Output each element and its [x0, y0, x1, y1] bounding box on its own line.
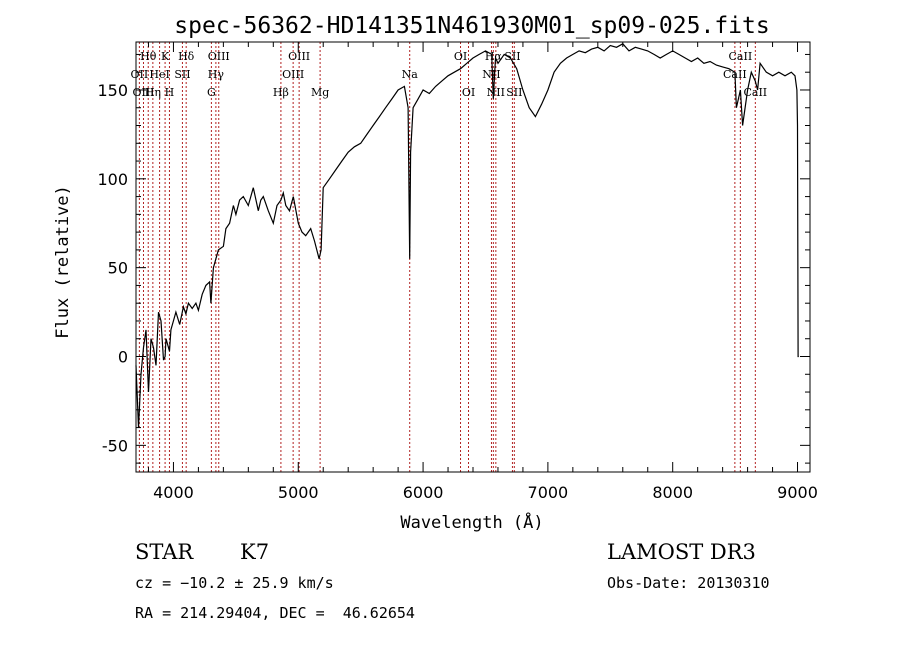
- spectral-line-label: SII: [174, 68, 190, 81]
- y-tick-label: -50: [102, 436, 128, 455]
- y-tick-label: 150: [97, 81, 128, 100]
- x-tick-label: 9000: [777, 483, 818, 502]
- spectral-line-label: CaII: [743, 86, 767, 99]
- spectral-line-label: OI: [454, 50, 467, 63]
- chart-title: spec-56362-HD141351N461930M01_sp09-025.f…: [174, 13, 769, 39]
- object-class: STAR: [135, 540, 194, 564]
- spectral-line-label: K: [161, 50, 170, 63]
- y-tick-label: 50: [108, 259, 128, 278]
- spectral-line-label: CaII: [729, 50, 753, 63]
- x-axis-label: Wavelength (Å): [400, 511, 543, 533]
- redshift-velocity: cz = −10.2 ± 25.9 km/s: [135, 574, 334, 592]
- spectral-line-label: OIII: [208, 50, 230, 63]
- spectral-line-labels: Hθ OII OIII K H HeI Hη Hδ SII OIII Hγ G Hβ OIII OIII Mg…: [131, 50, 768, 99]
- spectral-line-label: Mg: [311, 86, 329, 99]
- spectral-line-label: OIII: [132, 86, 154, 99]
- x-tick-label: 5000: [278, 483, 319, 502]
- spectral-line-label: OIII: [282, 68, 304, 81]
- x-tick-label: 8000: [652, 483, 693, 502]
- spectral-line-label: HeI: [149, 68, 169, 81]
- y-axis-ticks: -50 0 50 100 150: [97, 53, 810, 464]
- x-axis-ticks: 4000 5000 6000 7000 8000 9000: [147, 42, 818, 502]
- y-tick-label: 100: [97, 170, 128, 189]
- spectrum-chart: spec-56362-HD141351N461930M01_sp09-025.f…: [53, 13, 818, 533]
- spectral-line-label: SII: [506, 86, 522, 99]
- spectral-line-markers: [138, 42, 756, 472]
- coordinates: RA = 214.29404, DEC = 46.62654: [135, 604, 415, 622]
- spectral-line-label: NII: [487, 86, 505, 99]
- spectral-line-label: Hγ: [208, 68, 225, 81]
- spectral-line-label: Na: [402, 68, 419, 81]
- x-tick-label: 4000: [153, 483, 194, 502]
- object-subclass: K7: [240, 540, 270, 564]
- spectral-line-label: Hβ: [273, 86, 289, 99]
- spectral-line-label: SII: [504, 50, 520, 63]
- spectral-line-label: NII: [482, 68, 500, 81]
- y-tick-label: 0: [118, 348, 128, 367]
- x-tick-label: 7000: [528, 483, 569, 502]
- spectral-line-label: Hη: [145, 86, 161, 99]
- plot-frame: [135, 41, 811, 473]
- survey-name: LAMOST DR3: [607, 540, 756, 564]
- spectral-line-label: OII: [131, 68, 149, 81]
- spectral-line-label: Hθ: [140, 50, 157, 63]
- spectral-line-label: OIII: [288, 50, 310, 63]
- observation-date: Obs-Date: 20130310: [607, 574, 770, 592]
- spectral-line-label: H: [165, 86, 175, 99]
- x-tick-label: 6000: [403, 483, 444, 502]
- spectral-line-label: OI: [462, 86, 475, 99]
- spectrum-line: [135, 43, 799, 428]
- spectral-line-label: G: [207, 86, 216, 99]
- y-axis-label: Flux (relative): [53, 185, 73, 339]
- spectral-line-label: Hδ: [178, 50, 195, 63]
